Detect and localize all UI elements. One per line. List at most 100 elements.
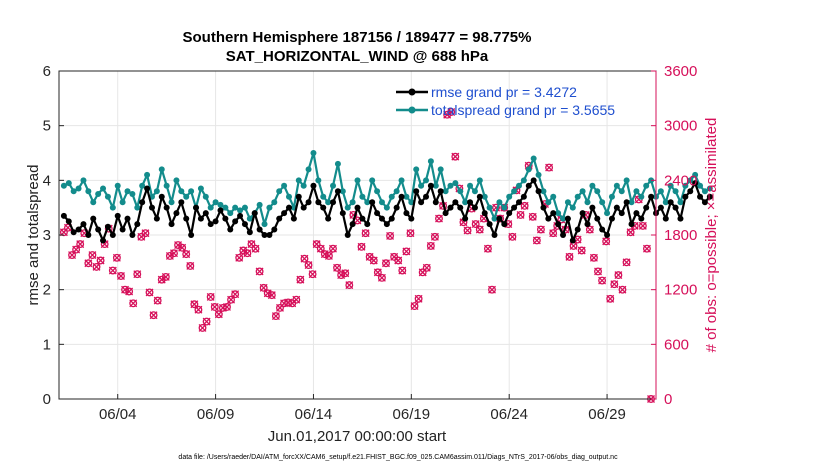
series-0-point	[212, 218, 219, 225]
obs-marker	[528, 212, 537, 221]
series-0-point	[320, 204, 327, 211]
series-0-point	[496, 215, 503, 222]
series-1-point	[452, 180, 459, 187]
chart-title-line2: SAT_HORIZONTAL_WIND @ 688 hPa	[226, 48, 489, 65]
series-0-point	[139, 199, 146, 206]
series-0-point	[163, 204, 170, 211]
obs-marker	[223, 303, 231, 311]
series-0-point	[555, 221, 562, 228]
obs-marker	[329, 244, 337, 253]
obs-marker	[402, 247, 411, 256]
obs-marker	[398, 266, 407, 275]
obs-marker	[255, 267, 264, 276]
y-right-tick-label: 3600	[664, 63, 697, 80]
obs-marker	[324, 251, 333, 260]
series-1-point	[545, 199, 552, 206]
series-0-point	[124, 215, 131, 222]
y-right-tick-label: 1200	[664, 282, 697, 299]
series-1-point	[697, 182, 704, 189]
series-0-point	[501, 221, 508, 228]
series-0-point	[506, 210, 513, 217]
series-1-point	[540, 188, 547, 195]
chart-title-line1: Southern Hemisphere 187156 / 189477 = 98…	[183, 29, 532, 46]
series-0-point	[325, 215, 332, 222]
series-0-point	[648, 193, 655, 200]
series-0-point	[266, 232, 273, 238]
series-1-point	[481, 193, 488, 200]
series-1-point	[515, 182, 522, 189]
series-1-point	[692, 171, 699, 178]
series-lines	[60, 150, 713, 244]
series-1-point	[569, 204, 576, 211]
obs-marker	[153, 296, 162, 305]
y-left-tick-label: 5	[43, 118, 51, 135]
series-1-point	[467, 182, 474, 189]
obs-marker	[300, 254, 309, 263]
series-1-point	[222, 204, 229, 211]
series-0-point	[564, 215, 571, 222]
obs-marker	[133, 270, 142, 279]
series-1-point	[520, 177, 527, 184]
obs-marker	[361, 229, 370, 238]
obs-marker	[422, 263, 431, 272]
series-1-point	[506, 193, 513, 200]
series-0-point	[114, 212, 121, 219]
obs-marker	[121, 285, 130, 294]
series-1-point	[374, 188, 381, 195]
series-1-point	[442, 188, 449, 195]
series-0-point	[227, 226, 234, 233]
y-left-tick-label: 0	[43, 391, 51, 408]
series-1-point	[95, 191, 102, 197]
series-1-point	[320, 193, 327, 200]
obs-marker	[320, 250, 329, 259]
series-0-point	[471, 204, 478, 211]
series-0-point	[427, 182, 434, 189]
series-1-point	[628, 199, 635, 206]
series-0-point	[599, 226, 606, 233]
series-1-point	[100, 185, 107, 192]
obs-marker	[267, 291, 276, 300]
obs-marker	[435, 214, 443, 223]
obs-marker	[577, 246, 586, 255]
series-1-point	[706, 185, 713, 192]
obs-marker	[271, 312, 280, 321]
series-1-point	[305, 166, 312, 173]
y-right-tick-label: 1800	[664, 227, 697, 244]
x-axis-label: Jun.01,2017 00:00:00 start	[268, 428, 447, 445]
series-0-point	[692, 180, 699, 187]
y-right-tick-label: 0	[664, 391, 672, 408]
obs-marker	[292, 295, 301, 304]
obs-marker	[598, 276, 607, 285]
obs-marker	[638, 221, 647, 230]
series-1-point	[227, 210, 234, 217]
obs-marker	[414, 294, 423, 303]
series-1-point	[584, 199, 591, 206]
obs-marker	[341, 269, 350, 278]
series-0-point	[574, 226, 581, 233]
series-0-point	[310, 182, 317, 189]
series-0-point	[217, 207, 224, 214]
series-0-point	[173, 210, 180, 217]
series-1-point	[144, 171, 151, 178]
series-0-point	[374, 210, 381, 217]
series-0-point	[584, 221, 591, 228]
obs-marker	[545, 163, 554, 172]
series-0-point	[623, 199, 630, 206]
series-1-point	[672, 188, 679, 195]
series-1-point	[281, 182, 288, 189]
x-axis-ticks: 06/04 06/09 06/14 06/19 06/24 06/29	[99, 394, 626, 423]
legend-spread-marker	[408, 106, 416, 114]
series-1-point	[354, 177, 361, 184]
series-1-point	[168, 199, 175, 206]
series-1-point	[701, 188, 708, 195]
series-0-point	[85, 232, 92, 238]
series-0-point	[359, 215, 366, 222]
series-0-point	[178, 199, 185, 206]
series-0-point	[594, 215, 601, 222]
series-1-point	[104, 193, 111, 200]
obs-marker	[606, 294, 615, 303]
series-0-point	[148, 204, 155, 211]
series-1-point	[266, 204, 273, 211]
series-0-point	[276, 215, 283, 222]
